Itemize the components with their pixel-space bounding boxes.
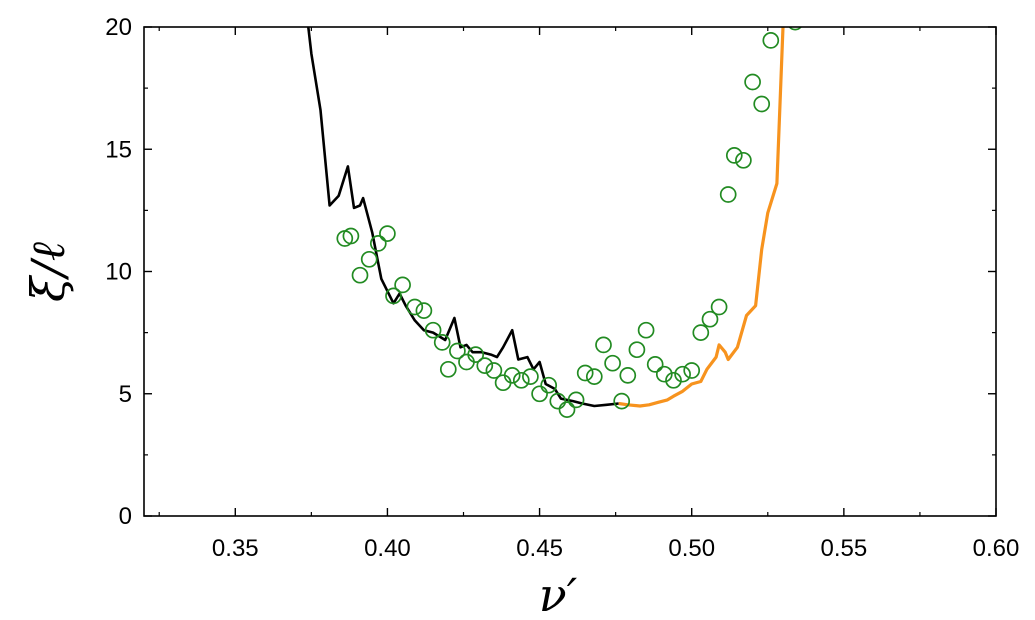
- y-tick-label: 0: [119, 503, 132, 530]
- data-point: [595, 336, 612, 354]
- x-axis-title: ν′: [539, 568, 578, 620]
- data-point: [351, 266, 369, 284]
- data-point: [725, 147, 743, 164]
- data-point: [576, 364, 594, 382]
- data-point: [360, 250, 378, 268]
- data-point: [604, 354, 621, 372]
- y-tick-label: 5: [119, 381, 132, 408]
- x-tick-label: 0.60: [973, 535, 1020, 562]
- data-point: [744, 73, 761, 91]
- data-point: [701, 310, 719, 328]
- data-point: [753, 95, 771, 113]
- data-point: [788, 27, 802, 31]
- data-point: [762, 32, 780, 49]
- data-point: [628, 341, 646, 359]
- data-point: [540, 376, 558, 394]
- x-tick-label: 0.50: [668, 535, 715, 562]
- data-point: [406, 298, 424, 316]
- data-point: [655, 365, 673, 383]
- data-point: [710, 298, 728, 316]
- data-point: [485, 362, 503, 379]
- y-tick-label: 20: [105, 14, 132, 41]
- y-tick-label: 10: [105, 259, 132, 286]
- data-point: [415, 302, 433, 319]
- x-tick-label: 0.40: [364, 535, 411, 562]
- plot-frame: [143, 26, 997, 517]
- data-point: [522, 368, 539, 385]
- data-point: [467, 346, 485, 363]
- data-point: [637, 321, 655, 339]
- data-point: [735, 151, 752, 169]
- data-point: [646, 356, 664, 373]
- series-line-1: [618, 27, 785, 408]
- data-point: [342, 227, 360, 245]
- x-tick-label: 0.55: [820, 535, 867, 562]
- data-point: [369, 235, 387, 252]
- data-point: [585, 368, 603, 385]
- data-point: [439, 360, 457, 378]
- data-point: [674, 365, 691, 383]
- series-layer: [307, 27, 802, 418]
- x-tick-label: 0.45: [516, 535, 563, 562]
- data-point: [719, 186, 737, 203]
- data-point: [549, 392, 567, 410]
- data-point: [531, 385, 548, 403]
- data-point: [458, 353, 475, 371]
- data-point: [449, 342, 466, 360]
- data-point: [385, 287, 402, 305]
- data-point: [379, 225, 396, 242]
- tick-layer: 0.35 0.40 0.45 0.50 0.55 0.60 0 5 10 15 20: [105, 14, 1019, 562]
- y-tick-label: 15: [105, 136, 132, 163]
- x-tick-label: 0.35: [212, 535, 259, 562]
- data-point: [683, 362, 701, 379]
- data-point: [665, 371, 682, 389]
- data-point: [512, 371, 530, 389]
- data-point: [558, 401, 576, 418]
- data-point: [692, 324, 710, 341]
- data-point: [433, 334, 451, 351]
- y-axis-title: ξ/ℓ: [21, 241, 75, 302]
- data-point: [476, 357, 494, 374]
- data-point: [613, 392, 631, 410]
- data-point: [567, 391, 585, 409]
- series-line-0: [307, 27, 619, 408]
- data-point: [394, 276, 411, 294]
- data-point: [619, 367, 637, 384]
- data-point: [503, 367, 521, 384]
- data-point: [424, 321, 442, 339]
